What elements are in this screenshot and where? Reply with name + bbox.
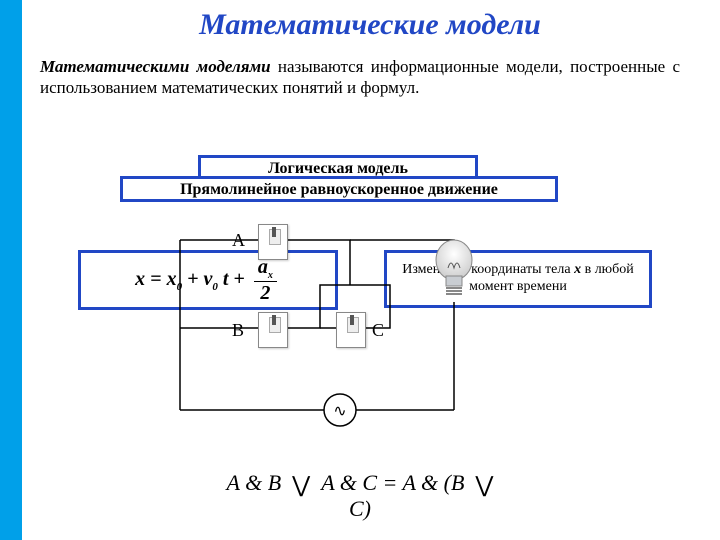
switch-a bbox=[258, 224, 288, 260]
formula-content: x = x0 + v0 t + ax2 bbox=[135, 256, 281, 305]
label-c: C bbox=[372, 320, 384, 341]
box-description: Изменение координаты тела x в любой моме… bbox=[384, 250, 652, 308]
box-motion-title: Прямолинейное равноускоренное движение bbox=[120, 176, 558, 202]
definition-term: Математическими моделями bbox=[40, 57, 271, 76]
label-b: B bbox=[232, 320, 244, 341]
expression-line1: A & B ⋁ A & C = A & (B ⋁ bbox=[40, 470, 680, 496]
expression-line2: C) bbox=[40, 496, 680, 522]
page-title: Математические модели bbox=[40, 8, 700, 42]
definition-paragraph: Математическими моделями называются инфо… bbox=[40, 56, 680, 99]
desc-text: Изменение координаты тела x в любой моме… bbox=[393, 262, 643, 296]
box-kinematics-formula: x = x0 + v0 t + ax2 bbox=[78, 250, 338, 310]
switch-b bbox=[258, 312, 288, 348]
switch-c bbox=[336, 312, 366, 348]
ac-source-symbol: ∿ bbox=[333, 403, 346, 420]
accent-bar bbox=[0, 0, 22, 540]
lightbulb-icon bbox=[432, 238, 476, 298]
label-a: A bbox=[232, 230, 245, 251]
boolean-expression: A & B ⋁ A & C = A & (B ⋁ C) bbox=[40, 470, 680, 522]
